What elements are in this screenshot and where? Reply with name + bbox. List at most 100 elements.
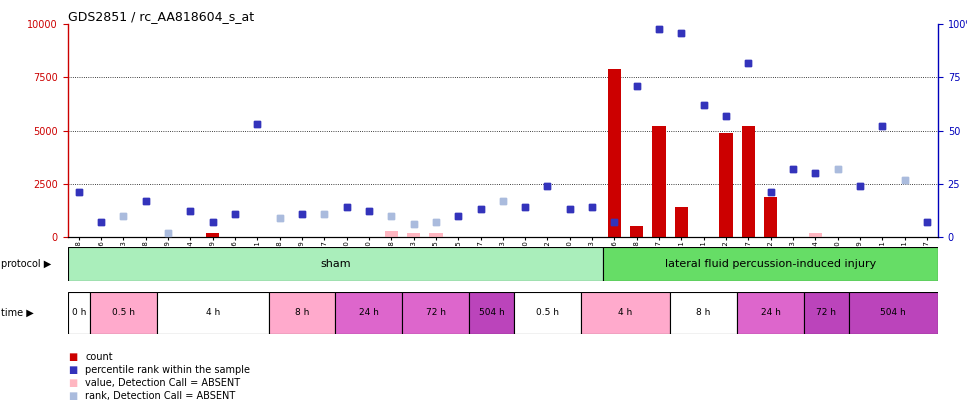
Bar bbox=[157, 292, 269, 334]
Point bbox=[674, 30, 689, 36]
Point bbox=[249, 121, 265, 128]
Point bbox=[227, 210, 243, 217]
Point bbox=[138, 198, 154, 204]
Point bbox=[384, 213, 399, 219]
Text: rank, Detection Call = ABSENT: rank, Detection Call = ABSENT bbox=[85, 391, 235, 401]
Point bbox=[94, 219, 109, 225]
Point bbox=[406, 221, 422, 228]
Point bbox=[249, 121, 265, 128]
Point bbox=[540, 183, 555, 189]
Point bbox=[138, 198, 154, 204]
Point bbox=[629, 83, 644, 89]
Bar bbox=[764, 232, 777, 237]
Point bbox=[227, 210, 243, 217]
Point bbox=[919, 219, 934, 225]
Point bbox=[428, 219, 444, 225]
Point bbox=[428, 219, 444, 225]
Point bbox=[517, 204, 533, 211]
Point bbox=[451, 213, 466, 219]
Point bbox=[696, 102, 712, 108]
Bar bbox=[719, 133, 733, 237]
Bar bbox=[653, 126, 665, 237]
Text: time ▶: time ▶ bbox=[1, 308, 34, 318]
Bar bbox=[514, 292, 581, 334]
Point bbox=[116, 213, 132, 219]
Text: 4 h: 4 h bbox=[619, 308, 632, 318]
Point bbox=[852, 183, 867, 189]
Point bbox=[629, 83, 644, 89]
Text: 72 h: 72 h bbox=[425, 308, 446, 318]
Point bbox=[584, 204, 600, 211]
Point bbox=[161, 229, 176, 236]
Text: 24 h: 24 h bbox=[359, 308, 379, 318]
Text: GDS2851 / rc_AA818604_s_at: GDS2851 / rc_AA818604_s_at bbox=[68, 10, 253, 23]
Text: protocol ▶: protocol ▶ bbox=[1, 259, 51, 269]
Point bbox=[495, 198, 511, 204]
Point bbox=[652, 25, 667, 32]
Point bbox=[272, 215, 287, 221]
Bar bbox=[68, 292, 90, 334]
Text: ■: ■ bbox=[68, 391, 77, 401]
Point bbox=[338, 204, 354, 211]
Text: count: count bbox=[85, 352, 113, 362]
Text: value, Detection Call = ABSENT: value, Detection Call = ABSENT bbox=[85, 378, 240, 388]
Point bbox=[316, 210, 332, 217]
Point bbox=[562, 206, 577, 213]
Point bbox=[852, 183, 867, 189]
Point bbox=[406, 221, 422, 228]
Point bbox=[495, 198, 511, 204]
Bar bbox=[764, 196, 777, 237]
Point bbox=[606, 219, 622, 225]
Text: 8 h: 8 h bbox=[696, 308, 711, 318]
Point bbox=[161, 229, 176, 236]
Bar bbox=[675, 207, 689, 237]
Bar bbox=[90, 292, 157, 334]
Text: 0.5 h: 0.5 h bbox=[536, 308, 559, 318]
Point bbox=[72, 189, 87, 196]
Bar bbox=[68, 247, 603, 281]
Bar bbox=[385, 230, 398, 237]
Point bbox=[205, 219, 220, 225]
Bar bbox=[402, 292, 469, 334]
Point bbox=[584, 204, 600, 211]
Bar bbox=[429, 232, 443, 237]
Text: 0 h: 0 h bbox=[72, 308, 86, 318]
Point bbox=[294, 210, 309, 217]
Point bbox=[540, 183, 555, 189]
Text: 4 h: 4 h bbox=[206, 308, 220, 318]
Point bbox=[785, 166, 801, 172]
Bar bbox=[336, 292, 402, 334]
Point bbox=[919, 219, 934, 225]
Text: percentile rank within the sample: percentile rank within the sample bbox=[85, 365, 250, 375]
Point bbox=[807, 170, 823, 177]
Text: 8 h: 8 h bbox=[295, 308, 309, 318]
Bar bbox=[742, 126, 755, 237]
Point bbox=[652, 25, 667, 32]
Point bbox=[741, 59, 756, 66]
Text: ■: ■ bbox=[68, 378, 77, 388]
Point bbox=[562, 206, 577, 213]
Text: 504 h: 504 h bbox=[881, 308, 906, 318]
Point bbox=[451, 213, 466, 219]
Point bbox=[896, 176, 912, 183]
Text: 72 h: 72 h bbox=[816, 308, 836, 318]
Point bbox=[674, 30, 689, 36]
Bar bbox=[581, 292, 670, 334]
Bar bbox=[603, 247, 938, 281]
Bar bbox=[670, 292, 737, 334]
Bar bbox=[206, 232, 220, 237]
Point bbox=[517, 204, 533, 211]
Point bbox=[741, 59, 756, 66]
Bar bbox=[630, 226, 643, 237]
Point bbox=[718, 113, 734, 119]
Point bbox=[384, 213, 399, 219]
Point bbox=[874, 123, 890, 130]
Point bbox=[183, 208, 198, 215]
Point bbox=[807, 170, 823, 177]
Bar bbox=[805, 292, 849, 334]
Bar bbox=[607, 69, 621, 237]
Point bbox=[94, 219, 109, 225]
Point bbox=[316, 210, 332, 217]
Point bbox=[785, 166, 801, 172]
Bar bbox=[737, 292, 805, 334]
